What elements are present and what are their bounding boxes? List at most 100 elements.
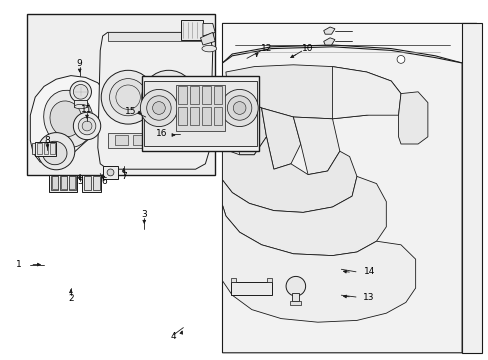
Bar — [32, 143, 35, 154]
Bar — [93, 176, 100, 190]
Circle shape — [107, 169, 114, 176]
Bar — [107, 32, 212, 41]
Polygon shape — [144, 81, 256, 146]
Bar — [102, 166, 118, 179]
Polygon shape — [98, 32, 212, 169]
Text: 5: 5 — [77, 177, 82, 186]
Text: 9: 9 — [77, 59, 82, 68]
Bar — [49, 175, 77, 192]
Polygon shape — [293, 117, 339, 175]
Text: 4: 4 — [170, 332, 176, 341]
Bar — [230, 278, 235, 282]
Bar — [133, 135, 145, 145]
Bar — [190, 107, 199, 125]
Bar — [190, 86, 199, 104]
Ellipse shape — [50, 101, 82, 137]
Circle shape — [101, 70, 155, 124]
Polygon shape — [222, 47, 461, 353]
Polygon shape — [222, 86, 239, 151]
Polygon shape — [222, 137, 356, 212]
Polygon shape — [461, 23, 481, 353]
Bar — [35, 142, 56, 156]
Bar — [151, 135, 163, 145]
Circle shape — [233, 102, 245, 114]
Circle shape — [396, 55, 404, 63]
Bar — [84, 176, 91, 190]
Text: 1: 1 — [16, 260, 21, 269]
Ellipse shape — [74, 104, 87, 109]
Bar — [61, 176, 66, 189]
Circle shape — [227, 96, 251, 120]
Polygon shape — [222, 176, 386, 256]
Polygon shape — [323, 27, 334, 34]
Bar — [178, 86, 187, 104]
Bar — [202, 86, 210, 104]
Bar — [178, 107, 187, 125]
Text: 7: 7 — [121, 172, 126, 181]
Text: 13: 13 — [363, 292, 374, 302]
Polygon shape — [222, 205, 415, 322]
Text: 3: 3 — [141, 210, 147, 219]
Circle shape — [70, 81, 91, 103]
Polygon shape — [323, 38, 334, 45]
Polygon shape — [225, 65, 400, 119]
Text: 11: 11 — [81, 105, 93, 114]
Circle shape — [140, 89, 177, 127]
Bar — [52, 176, 58, 189]
Bar — [74, 100, 87, 107]
Bar — [290, 301, 301, 305]
Circle shape — [285, 276, 305, 296]
Bar — [107, 133, 212, 148]
Circle shape — [82, 121, 92, 131]
Polygon shape — [332, 67, 400, 119]
Polygon shape — [237, 97, 266, 155]
Text: 6: 6 — [101, 177, 107, 186]
Ellipse shape — [43, 90, 93, 147]
Polygon shape — [200, 32, 215, 45]
Circle shape — [109, 78, 146, 116]
Ellipse shape — [202, 45, 216, 52]
Bar — [144, 83, 156, 112]
Text: 2: 2 — [68, 294, 74, 303]
Bar — [213, 86, 222, 104]
Bar — [169, 135, 182, 145]
Bar — [37, 143, 42, 154]
Bar — [50, 143, 55, 154]
Text: 12: 12 — [260, 44, 272, 53]
Circle shape — [73, 112, 101, 140]
Circle shape — [73, 85, 88, 99]
Circle shape — [146, 96, 171, 120]
Text: 15: 15 — [125, 107, 137, 116]
Circle shape — [221, 89, 258, 127]
Bar — [267, 278, 272, 282]
Circle shape — [150, 78, 187, 116]
Polygon shape — [261, 108, 300, 169]
Text: 8: 8 — [44, 136, 50, 145]
Circle shape — [38, 132, 75, 170]
Bar — [213, 107, 222, 125]
Circle shape — [152, 102, 165, 114]
Text: 16: 16 — [155, 129, 167, 138]
Bar — [27, 14, 215, 175]
Bar — [115, 135, 127, 145]
Bar — [82, 175, 101, 192]
Bar — [69, 176, 76, 190]
Bar — [181, 20, 203, 40]
Bar — [230, 282, 272, 295]
Bar — [51, 176, 58, 190]
Bar — [292, 293, 299, 301]
Bar — [60, 176, 67, 190]
Ellipse shape — [42, 141, 67, 165]
Bar — [202, 107, 210, 125]
Bar — [187, 135, 200, 145]
Circle shape — [142, 70, 195, 124]
Polygon shape — [30, 76, 107, 164]
Polygon shape — [222, 23, 476, 63]
Polygon shape — [398, 92, 427, 144]
Polygon shape — [203, 23, 215, 36]
Bar — [69, 176, 75, 189]
Bar — [176, 85, 224, 131]
Text: 14: 14 — [363, 267, 374, 276]
Bar — [142, 76, 259, 151]
Circle shape — [78, 117, 96, 135]
